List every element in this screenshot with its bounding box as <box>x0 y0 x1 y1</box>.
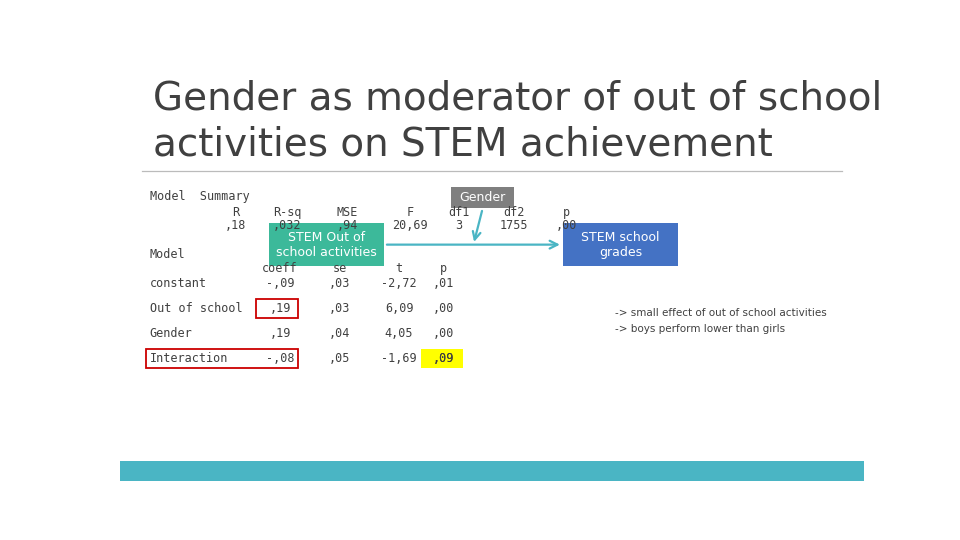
Text: ,01: ,01 <box>433 277 454 290</box>
Text: ,00: ,00 <box>433 327 454 340</box>
Text: Gender: Gender <box>150 327 193 340</box>
Text: constant: constant <box>150 277 206 290</box>
Text: 3: 3 <box>455 219 462 232</box>
Text: F: F <box>407 206 414 219</box>
Text: 1755: 1755 <box>500 219 529 232</box>
Text: ,18: ,18 <box>225 219 246 232</box>
Text: -2,72: -2,72 <box>381 277 417 290</box>
Text: ,94: ,94 <box>336 219 358 232</box>
Text: ,032: ,032 <box>274 219 301 232</box>
Text: -,09: -,09 <box>266 277 294 290</box>
FancyBboxPatch shape <box>269 223 384 266</box>
Text: ,09: ,09 <box>433 352 454 365</box>
Text: -> small effect of out of school activities
-> boys perform lower than girls: -> small effect of out of school activit… <box>614 308 827 334</box>
Text: Out of school: Out of school <box>150 302 242 315</box>
Text: STEM school
grades: STEM school grades <box>581 231 660 259</box>
Text: se: se <box>332 262 347 275</box>
Text: -1,69: -1,69 <box>381 352 417 365</box>
Text: Model  Summary: Model Summary <box>150 190 250 202</box>
Text: ,03: ,03 <box>328 302 350 315</box>
Text: ,19: ,19 <box>269 327 291 340</box>
Text: Interaction: Interaction <box>150 352 228 365</box>
Text: R-sq: R-sq <box>274 206 301 219</box>
Text: 20,69: 20,69 <box>393 219 428 232</box>
FancyBboxPatch shape <box>120 461 864 481</box>
Text: ,05: ,05 <box>328 352 350 365</box>
Text: 4,05: 4,05 <box>385 327 413 340</box>
Text: ,00: ,00 <box>556 219 577 232</box>
Text: ,09: ,09 <box>433 352 454 365</box>
Text: t: t <box>396 262 402 275</box>
Text: ,19: ,19 <box>269 302 291 315</box>
Text: 6,09: 6,09 <box>385 302 413 315</box>
Text: Model: Model <box>150 248 185 261</box>
Text: df1: df1 <box>447 206 469 219</box>
Text: df2: df2 <box>504 206 525 219</box>
Text: activities on STEM achievement: activities on STEM achievement <box>154 125 773 163</box>
Text: STEM Out of
school activities: STEM Out of school activities <box>276 231 377 259</box>
Text: Gender as moderator of out of school: Gender as moderator of out of school <box>154 79 883 117</box>
Text: p: p <box>563 206 570 219</box>
Text: ,00: ,00 <box>433 302 454 315</box>
Text: Gender: Gender <box>460 191 506 204</box>
Text: MSE: MSE <box>336 206 358 219</box>
Text: p: p <box>440 262 447 275</box>
FancyBboxPatch shape <box>563 223 678 266</box>
FancyBboxPatch shape <box>451 187 515 208</box>
Text: ,04: ,04 <box>328 327 350 340</box>
Text: -,08: -,08 <box>266 352 294 365</box>
FancyBboxPatch shape <box>421 349 463 368</box>
Text: coeff: coeff <box>262 262 298 275</box>
Text: R: R <box>231 206 239 219</box>
Text: ,03: ,03 <box>328 277 350 290</box>
